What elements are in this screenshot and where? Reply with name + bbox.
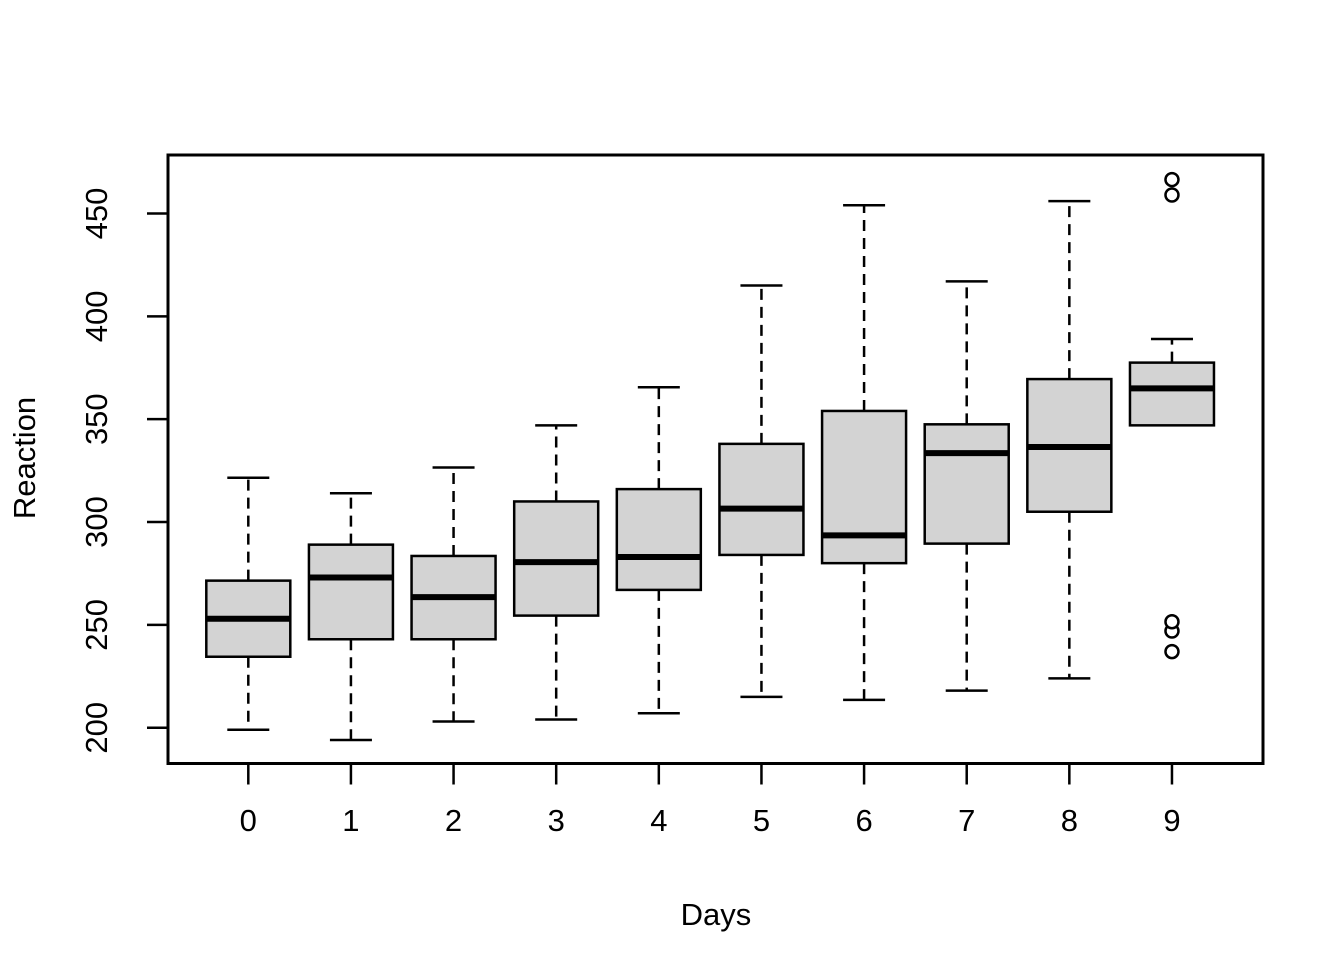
outlier-point <box>1164 643 1180 660</box>
x-tick-label: 4 <box>650 803 667 838</box>
x-tick-label: 1 <box>342 803 359 838</box>
y-tick-label: 200 <box>79 702 114 754</box>
box-day-6 <box>820 409 908 565</box>
x-tick-label: 6 <box>855 803 872 838</box>
x-tick-label: 9 <box>1163 803 1180 838</box>
box-day-3 <box>512 500 600 617</box>
x-tick-label: 7 <box>958 803 975 838</box>
outlier-point <box>1164 171 1180 188</box>
box-day-5 <box>718 442 805 557</box>
y-tick-label: 450 <box>79 188 114 240</box>
box-day-7 <box>923 423 1010 545</box>
outlier-point <box>1164 614 1180 630</box>
plot-content: 200 250 300 350 400 450 0 1 2 3 4 5 6 7 8 9 <box>79 171 1216 838</box>
y-tick-label: 300 <box>79 496 114 548</box>
x-tick-label: 5 <box>753 803 770 838</box>
x-tick-label: 0 <box>240 803 257 838</box>
x-tick-label: 8 <box>1061 803 1078 838</box>
plot-border <box>166 153 1265 765</box>
y-tick-label: 350 <box>79 393 114 445</box>
box-day-4 <box>615 487 703 592</box>
y-tick-label: 250 <box>79 599 114 651</box>
y-axis-title: Reaction <box>7 397 42 519</box>
x-tick-label: 2 <box>445 803 462 838</box>
box-day-1 <box>307 543 395 641</box>
outlier-point <box>1164 187 1180 203</box>
x-tick-label: 3 <box>548 803 565 838</box>
box-day-9 <box>1128 361 1216 427</box>
y-tick-label: 400 <box>79 290 114 342</box>
x-axis-title: Days <box>681 897 752 932</box>
